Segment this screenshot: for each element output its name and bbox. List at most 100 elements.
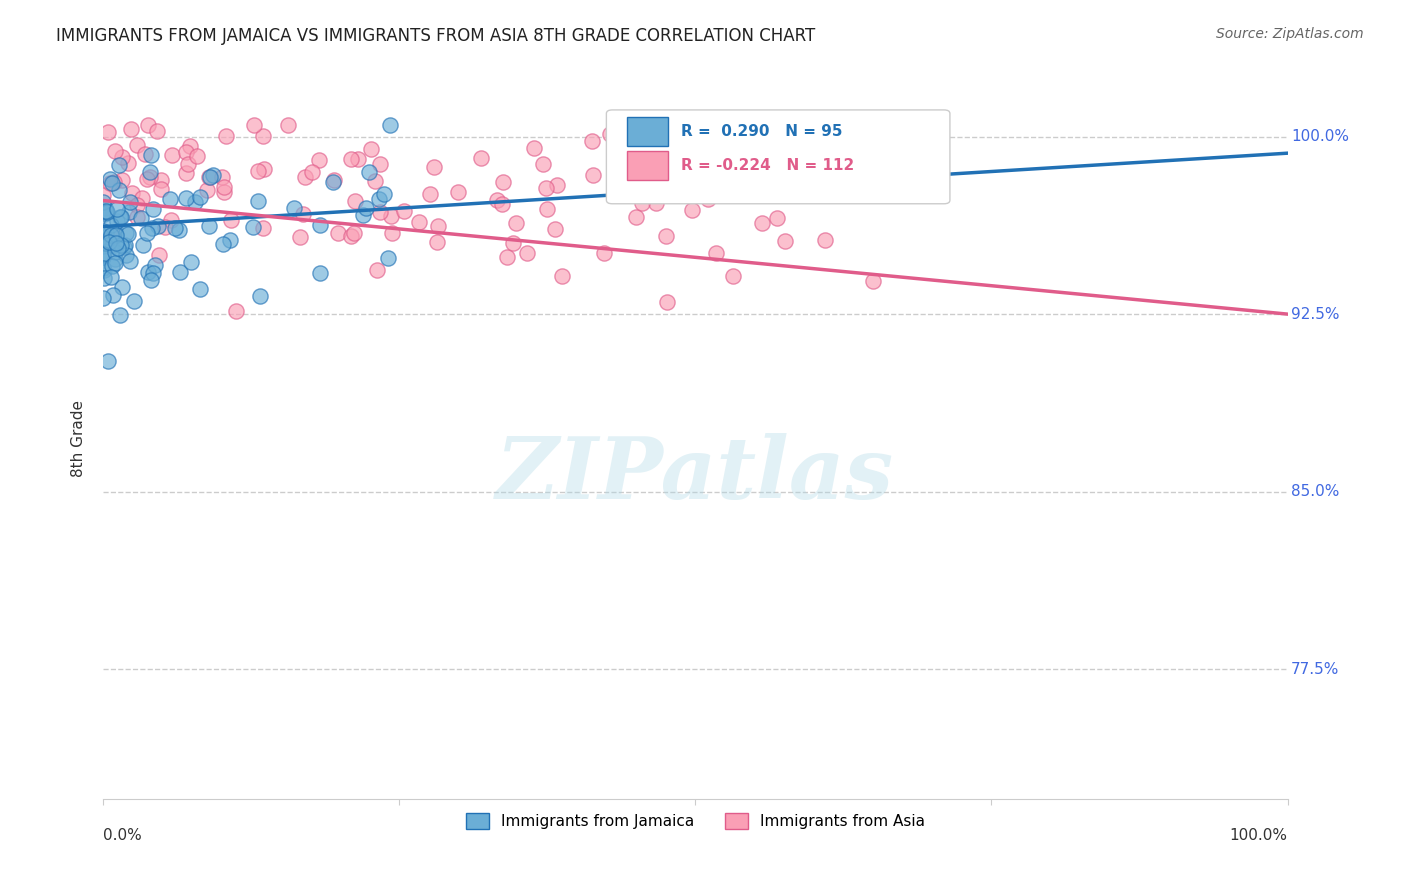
Point [139,273,162,287]
Point [179,139,201,153]
Point [373,186,395,201]
Point [91,239,114,253]
Point [110,238,132,252]
Point [447,185,470,199]
Point [381,226,404,240]
Point [211,170,233,185]
Point [111,173,134,187]
Y-axis label: 8th Grade: 8th Grade [72,400,86,477]
Point [94,235,117,250]
Point [253,162,276,177]
Text: 85.0%: 85.0% [1291,484,1340,500]
Point [198,219,221,233]
Point [146,219,169,233]
Point [751,216,773,230]
Point [322,175,344,189]
Point [343,226,366,240]
Point [136,227,159,241]
Point [94,201,117,215]
Legend: Immigrants from Jamaica, Immigrants from Asia: Immigrants from Jamaica, Immigrants from… [460,806,931,835]
Point [142,266,165,280]
Text: 100.0%: 100.0% [1291,129,1350,145]
Point [100,270,122,285]
Point [427,219,450,233]
Point [108,210,131,224]
Point [114,248,136,262]
Point [367,192,389,206]
Point [100,218,122,232]
Point [135,172,157,186]
Point [149,173,172,187]
Point [218,233,240,247]
Point [141,221,163,235]
Point [655,229,678,244]
Point [104,236,127,251]
Point [496,250,519,264]
Point [370,157,392,171]
Point [592,245,614,260]
FancyBboxPatch shape [606,110,950,203]
Point [124,293,146,308]
Point [242,219,264,234]
Point [408,215,430,229]
Point [104,144,127,158]
Point [544,222,567,236]
Point [174,145,197,159]
Point [160,148,183,162]
Point [360,142,382,156]
Point [107,242,129,256]
Point [183,195,205,210]
Point [773,234,796,248]
Point [505,216,527,230]
Point [419,187,441,202]
Point [91,291,114,305]
Point [581,134,603,148]
Point [139,165,162,179]
Point [354,202,377,216]
Text: IMMIGRANTS FROM JAMAICA VS IMMIGRANTS FROM ASIA 8TH GRADE CORRELATION CHART: IMMIGRANTS FROM JAMAICA VS IMMIGRANTS FR… [56,27,815,45]
Point [160,212,183,227]
Point [94,227,117,241]
FancyBboxPatch shape [627,151,668,180]
Point [91,188,114,202]
Point [167,223,190,237]
Point [100,228,122,243]
FancyBboxPatch shape [627,117,668,146]
Point [704,245,727,260]
Point [378,118,401,132]
Point [91,230,114,244]
Text: 0.0%: 0.0% [103,828,142,843]
Point [155,220,177,235]
Point [112,240,135,254]
Point [309,266,332,280]
Point [326,226,349,240]
Point [110,210,132,224]
Point [93,207,115,221]
Point [704,186,727,200]
Point [98,176,121,190]
Point [97,354,120,368]
Point [104,225,127,239]
Point [98,235,121,249]
Point [103,226,125,240]
Point [91,205,114,219]
Point [308,219,330,233]
Point [108,308,131,322]
Point [103,252,125,266]
Point [252,221,274,235]
Point [103,176,125,190]
Point [582,169,605,183]
Point [177,157,200,171]
Point [516,246,538,260]
Point [212,236,235,251]
Point [340,152,363,166]
Point [862,274,884,288]
Point [352,208,374,222]
Point [252,129,274,144]
Point [380,209,402,223]
Point [294,169,316,184]
Point [114,238,136,252]
Point [392,203,415,218]
Point [120,195,142,210]
Point [546,178,568,192]
